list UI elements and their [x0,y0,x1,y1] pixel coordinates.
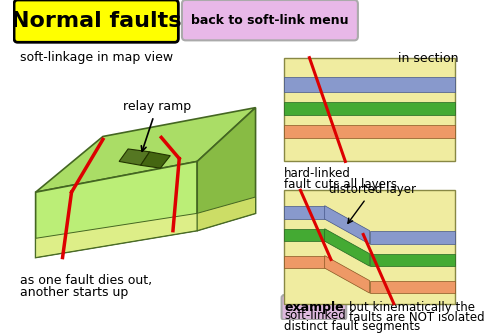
FancyBboxPatch shape [14,0,178,42]
Bar [284,256,325,268]
Text: but kinematically the: but kinematically the [349,301,475,314]
Text: relay ramp: relay ramp [122,100,191,151]
Text: distorted layer: distorted layer [329,183,416,223]
Bar [284,125,455,139]
Bar [284,190,455,304]
FancyBboxPatch shape [182,0,358,40]
Polygon shape [36,108,256,192]
Polygon shape [197,197,256,231]
Polygon shape [119,149,150,165]
Bar [284,77,455,92]
Text: example: example [284,301,344,314]
Bar [370,254,455,266]
Polygon shape [324,206,370,244]
Text: as one fault dies out,: as one fault dies out, [20,274,152,287]
Text: Normal faults: Normal faults [12,11,182,31]
Polygon shape [36,162,197,257]
FancyBboxPatch shape [282,295,346,320]
Text: back to soft-link menu: back to soft-link menu [191,14,348,27]
Bar [284,58,455,162]
Text: another starts up: another starts up [20,286,128,299]
Polygon shape [324,229,370,266]
Polygon shape [324,256,370,293]
Text: fault cuts all layers: fault cuts all layers [284,178,398,191]
Text: hard-linked: hard-linked [284,167,351,180]
Bar [284,206,325,219]
Text: faults are NOT isolated: faults are NOT isolated [349,311,484,324]
Text: soft-linked: soft-linked [284,309,346,322]
Bar [370,281,455,293]
Polygon shape [36,213,197,257]
Polygon shape [197,108,256,231]
Text: in section: in section [398,52,458,65]
Text: distinct fault segments: distinct fault segments [284,320,420,333]
Bar [284,102,455,115]
Bar [284,229,325,241]
Text: soft-linkage in map view: soft-linkage in map view [20,51,174,64]
Bar [370,231,455,244]
Polygon shape [140,152,170,168]
